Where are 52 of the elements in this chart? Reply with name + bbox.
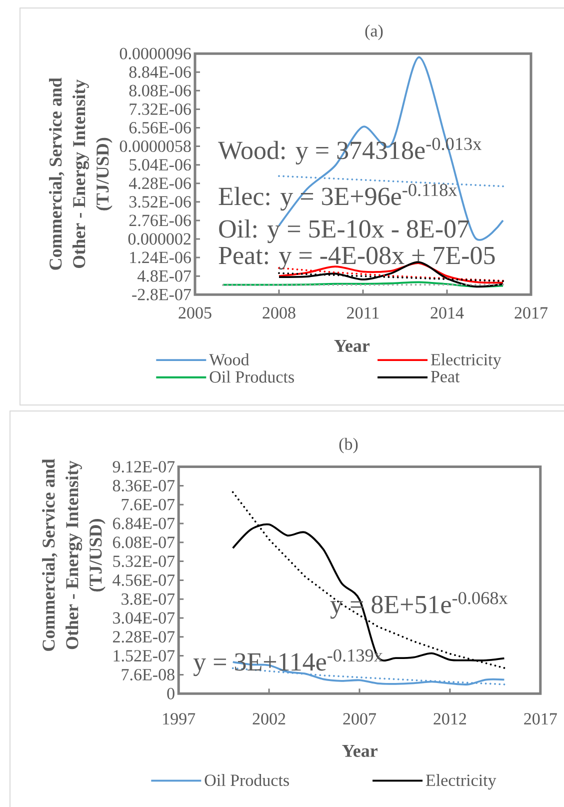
y-tick-label: 4.8E-07 xyxy=(138,270,191,282)
y-axis-title: Commercial, Service and Other - Energy Intensity (TJ/USD) xyxy=(49,78,112,270)
y-tick-label: 2.28E-07 xyxy=(113,631,175,643)
legend-label: Electricity xyxy=(426,774,496,790)
y-tick-label: 1.24E-06 xyxy=(130,252,191,264)
y-tick-label: 6.84E-07 xyxy=(113,518,175,530)
y-tick-label: 9.12E-07 xyxy=(112,461,175,473)
x-tick-label: 2017 xyxy=(514,307,548,319)
y-tick-label: 2.76E-06 xyxy=(129,214,191,226)
y-tick-label: 0.0000058 xyxy=(120,140,191,152)
legend-label: Oil Products xyxy=(210,370,294,383)
y-tick-label: 3.52E-06 xyxy=(129,196,191,208)
y-tick-label: 7.32E-06 xyxy=(130,103,191,115)
y-tick-label: 0.000002 xyxy=(128,233,191,245)
y-tick-label: 8.84E-06 xyxy=(129,66,191,78)
y-tick-label: 8.36E-07 xyxy=(112,480,175,492)
annotation: Elec: y = 3E+96e$^{-0.118x}$ xyxy=(218,184,458,211)
y-tick-label: -2.8E-07 xyxy=(132,288,191,300)
y-tick-label: 6.08E-07 xyxy=(113,536,175,548)
y-tick-label: 0.0000096 xyxy=(120,48,191,60)
y-tick-label: 3.04E-07 xyxy=(113,612,175,624)
x-tick-label: 2014 xyxy=(430,307,464,319)
y-tick-label: 1.52E-07 xyxy=(114,650,175,662)
x-tick-label: 2008 xyxy=(262,307,296,319)
y-tick-label: 5.04E-06 xyxy=(130,159,191,171)
annotation: Oil: y = 5E-10x - 8E-07 xyxy=(219,219,469,244)
legend-label: Wood xyxy=(209,353,250,366)
x-tick-label: 2017 xyxy=(524,713,557,725)
y-tick-label: 5.32E-07 xyxy=(113,556,175,568)
y-tick-label: 7.6E-08 xyxy=(122,668,174,680)
x-tick-label: 1997 xyxy=(163,713,196,725)
legend-label: Oil Products xyxy=(204,774,289,786)
y-tick-label: 6.56E-06 xyxy=(129,122,191,134)
y-tick-label: 3.8E-07 xyxy=(122,593,175,605)
y-axis-title: Commercial, Service and Other - Energy Intensity (TJ/USD) xyxy=(42,458,106,651)
x-tick-label: 2007 xyxy=(343,713,376,725)
y-tick-label: 0 xyxy=(167,688,174,700)
y-tick-label: 4.56E-07 xyxy=(112,574,175,586)
x-tick-label: 2011 xyxy=(347,307,379,319)
y-tick-label: 8.08E-06 xyxy=(129,84,191,96)
legend-label: Peat xyxy=(430,371,460,382)
y-tick-label: 4.28E-06 xyxy=(129,178,191,190)
x-tick-label: 2002 xyxy=(252,713,286,725)
x-axis-title: Year xyxy=(334,340,370,352)
legend-label: Electricity xyxy=(430,353,502,369)
y-tick-label: 7.6E-07 xyxy=(122,498,175,510)
x-tick-label: 2005 xyxy=(178,307,212,319)
x-axis-title: Year xyxy=(342,744,378,757)
x-tick-label: 2012 xyxy=(434,713,466,725)
annotation: Peat: y = -4E-08x + 7E-05 xyxy=(218,246,495,270)
chart-title: (a) xyxy=(365,24,383,40)
chart-title: (b) xyxy=(339,438,358,454)
